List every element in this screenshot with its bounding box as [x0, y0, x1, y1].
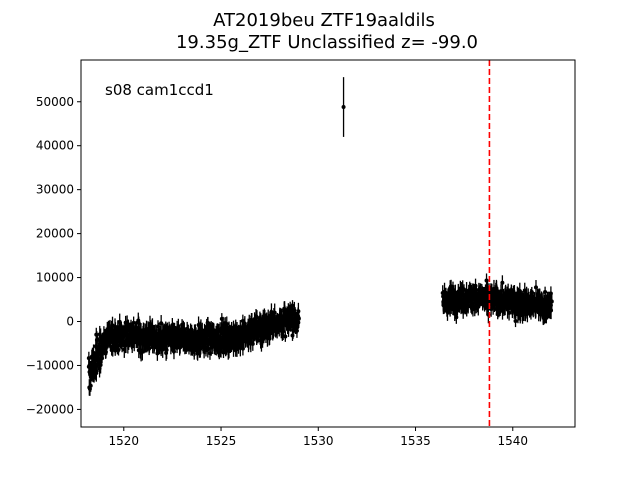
outlier-point — [341, 105, 346, 110]
y-axis: −20000 −10000 0 10000 20000 30000 40000 50000 — [26, 95, 81, 416]
chart-title-line2: 19.35g_ZTF Unclassified z= -99.0 — [176, 32, 478, 53]
plot-area — [80, 59, 576, 428]
y-tick-label: 20000 — [36, 227, 74, 241]
plot-frame — [80, 59, 576, 428]
y-tick-label: 40000 — [36, 139, 74, 153]
early-data-point — [95, 337, 100, 342]
late-data-point — [454, 315, 459, 320]
early-data-point — [131, 320, 136, 325]
late-data-point — [549, 308, 554, 313]
chart-title-line1: AT2019beu ZTF19aaldils — [213, 10, 435, 31]
y-tick-label: 10000 — [36, 271, 74, 285]
late-data-point — [549, 299, 554, 304]
early-data-point — [254, 315, 259, 320]
chart-annotation: s08 cam1ccd1 — [105, 81, 214, 99]
y-tick-label: −20000 — [26, 402, 74, 416]
early-data-point — [296, 316, 301, 321]
late-data-point — [484, 278, 489, 283]
y-tick-label: 0 — [66, 315, 74, 329]
y-tick-label: −10000 — [26, 358, 74, 372]
late-data-point — [500, 280, 505, 285]
late-data-point — [513, 318, 518, 323]
early-data-point — [94, 370, 99, 375]
early-data-point — [98, 363, 103, 368]
early-data-point — [150, 324, 155, 329]
late-data-point — [507, 310, 512, 315]
early-data-point — [283, 334, 288, 339]
early-data-point — [272, 310, 277, 315]
x-tick-label: 1520 — [109, 434, 140, 448]
y-tick-label: 50000 — [36, 95, 74, 109]
y-tick-label: 30000 — [36, 183, 74, 197]
early-data-point — [88, 383, 93, 388]
late-data-point — [473, 283, 478, 288]
early-data-point — [103, 350, 108, 355]
data-points — [86, 77, 554, 396]
x-tick-label: 1535 — [400, 434, 431, 448]
late-data-point — [533, 285, 538, 290]
x-axis: 1520 1525 1530 1535 1540 — [109, 427, 528, 448]
x-tick-label: 1525 — [206, 434, 237, 448]
plot-background — [81, 60, 575, 427]
x-tick-label: 1530 — [303, 434, 334, 448]
x-tick-label: 1540 — [497, 434, 528, 448]
